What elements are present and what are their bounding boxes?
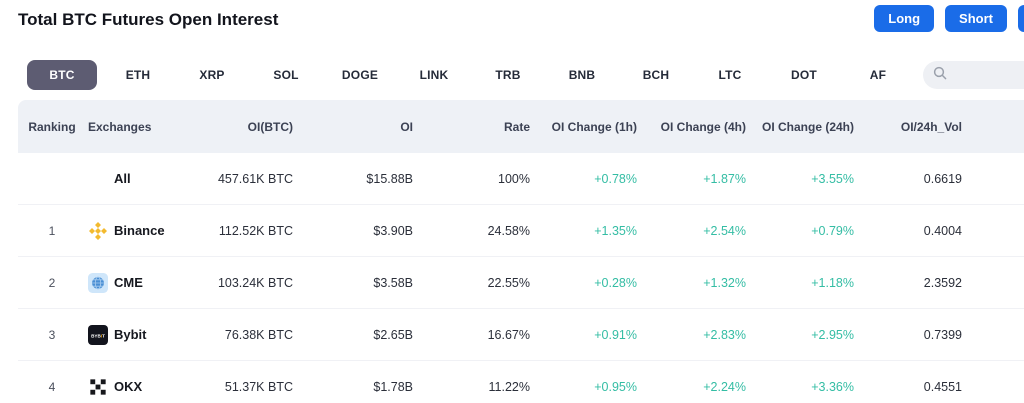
tab-bnb[interactable]: BNB [568, 68, 596, 82]
oi-change-1h-value: +0.78% [594, 171, 637, 186]
tab-ltc[interactable]: LTC [718, 68, 742, 82]
column-header-ranking[interactable]: Ranking [28, 119, 76, 134]
rate-value: 24.58% [487, 223, 530, 238]
table-row[interactable]: 4 OKX 51.37K BTC $1.78B 11.22% +0.95% +2.24% +3… [18, 361, 1024, 403]
header-buttons: Long Short [874, 5, 1024, 32]
rate-value: 22.55% [487, 275, 530, 290]
coin-tabs: BTC ETH XRP SOL DOGE LINK TRB BNB BCH LTC DOT AF [27, 60, 915, 90]
exchange-name: Bybit [114, 327, 147, 342]
tab-bch[interactable]: BCH [642, 68, 670, 82]
table-row[interactable]: 3 BYBIT Bybit 76.38K BTC $2.65B 16.67% +0.91% +… [18, 309, 1024, 361]
clipped-edge-button[interactable] [1018, 5, 1024, 32]
oi-value: $2.65B [373, 327, 413, 342]
table-row[interactable]: 1 Binance 112.52K BTC $3.90B 24.58% +1.35% +2.… [18, 205, 1024, 257]
oi-btc-value: 457.61K BTC [217, 171, 293, 186]
ranking-value: 4 [48, 379, 56, 394]
exchange-name: Binance [114, 223, 165, 238]
oi-change-24h-value: +3.36% [811, 379, 854, 394]
oi-table: Ranking Exchanges OI(BTC) OI Rate OI Change (… [18, 100, 1024, 403]
column-header-oi-24h-vol[interactable]: OI/24h_Vol [900, 119, 962, 134]
tab-sol[interactable]: SOL [273, 68, 299, 82]
table-body: All 457.61K BTC $15.88B 100% +0.78% +1.87% +3.… [18, 153, 1024, 403]
oi-value: $1.78B [373, 379, 413, 394]
table-header-row: Ranking Exchanges OI(BTC) OI Rate OI Change (… [18, 100, 1024, 153]
tab-af[interactable]: AF [869, 68, 887, 82]
oi-24h-vol-value: 0.4004 [923, 223, 962, 238]
column-header-oi-btc[interactable]: OI(BTC) [247, 119, 293, 134]
column-header-rate[interactable]: Rate [503, 119, 530, 134]
bybit-logo-icon: BYBIT [88, 324, 108, 345]
oi-change-4h-value: +2.24% [703, 379, 746, 394]
ranking-value [18, 153, 86, 204]
exchange-name: All [114, 171, 131, 186]
oi-change-4h-value: +1.87% [703, 171, 746, 186]
column-header-oi-change-24h[interactable]: OI Change (24h) [761, 119, 854, 134]
short-button[interactable]: Short [945, 5, 1007, 32]
oi-btc-value: 103.24K BTC [217, 275, 293, 290]
header-bar: Total BTC Futures Open Interest Long Sho… [0, 5, 1024, 38]
column-header-oi[interactable]: OI [400, 119, 413, 134]
tab-link[interactable]: LINK [419, 68, 449, 82]
oi-24h-vol-value: 0.4551 [923, 379, 962, 394]
oi-value: $3.58B [373, 275, 413, 290]
oi-change-4h-value: +1.32% [703, 275, 746, 290]
oi-change-1h-value: +0.91% [594, 327, 637, 342]
exchange-name: OKX [114, 379, 143, 394]
coin-tab-bar: BTC ETH XRP SOL DOGE LINK TRB BNB BCH LTC DOT AF [27, 60, 1024, 90]
page-title: Total BTC Futures Open Interest [18, 10, 279, 29]
oi-value: $15.88B [366, 171, 413, 186]
oi-btc-value: 76.38K BTC [224, 327, 293, 342]
tab-doge[interactable]: DOGE [341, 68, 379, 82]
svg-text:BYBIT: BYBIT [91, 333, 105, 338]
ranking-value: 3 [48, 327, 56, 342]
oi-change-24h-value: +3.55% [811, 171, 854, 186]
oi-change-1h-value: +0.95% [594, 379, 637, 394]
binance-logo-icon [88, 221, 108, 241]
rate-value: 11.22% [488, 379, 530, 394]
long-button[interactable]: Long [874, 5, 935, 32]
ranking-value: 1 [48, 223, 56, 238]
oi-24h-vol-value: 0.6619 [923, 171, 962, 186]
rate-value: 100% [498, 171, 530, 186]
oi-change-4h-value: +2.54% [703, 223, 746, 238]
oi-change-24h-value: +2.95% [811, 327, 854, 342]
column-header-exchanges[interactable]: Exchanges [88, 119, 152, 134]
exchange-name: CME [114, 275, 143, 290]
oi-btc-value: 112.52K BTC [218, 223, 293, 238]
oi-btc-value: 51.37K BTC [224, 379, 293, 394]
rate-value: 16.67% [487, 327, 530, 342]
column-header-oi-change-1h[interactable]: OI Change (1h) [551, 119, 637, 134]
oi-24h-vol-value: 2.3592 [923, 275, 962, 290]
logo-placeholder [88, 169, 108, 189]
column-header-oi-change-4h[interactable]: OI Change (4h) [660, 119, 746, 134]
search-icon [933, 66, 947, 85]
oi-change-24h-value: +0.79% [811, 223, 854, 238]
ranking-value: 2 [48, 275, 56, 290]
oi-change-24h-value: +1.18% [811, 275, 854, 290]
tab-trb[interactable]: TRB [495, 68, 521, 82]
tab-btc[interactable]: BTC [27, 60, 97, 90]
oi-value: $3.90B [373, 223, 413, 238]
oi-change-1h-value: +0.28% [594, 275, 637, 290]
search-box[interactable] [923, 61, 1024, 89]
table-row[interactable]: All 457.61K BTC $15.88B 100% +0.78% +1.87% +3.… [18, 153, 1024, 205]
tab-dot[interactable]: DOT [791, 68, 817, 82]
cme-logo-icon [88, 272, 108, 293]
table-row[interactable]: 2 CME 103.24K BTC $3.58B 22.55% +0.28% +1.32% +… [18, 257, 1024, 309]
okx-logo-icon [88, 377, 108, 397]
oi-change-1h-value: +1.35% [594, 223, 637, 238]
tab-eth[interactable]: ETH [125, 68, 151, 82]
oi-24h-vol-value: 0.7399 [923, 327, 962, 342]
oi-change-4h-value: +2.83% [703, 327, 746, 342]
tab-xrp[interactable]: XRP [199, 68, 225, 82]
